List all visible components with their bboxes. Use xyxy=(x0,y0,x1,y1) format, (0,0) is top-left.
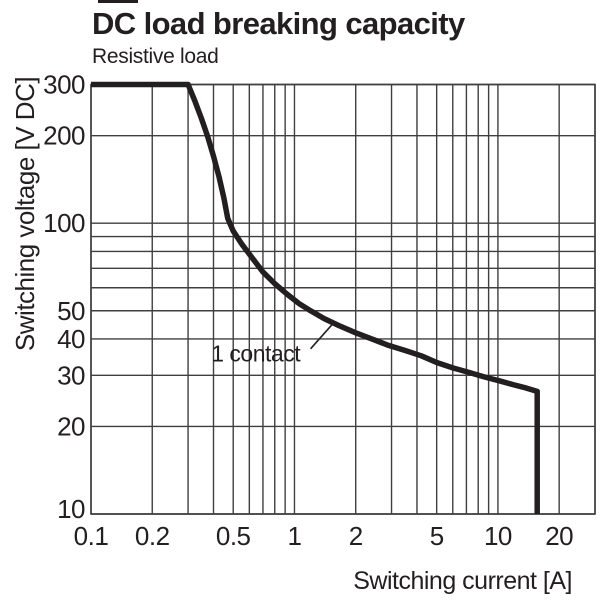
y-tick-label-10: 10 xyxy=(57,494,85,524)
x-axis-title: Switching current [A] xyxy=(353,567,572,595)
curve-1-contact xyxy=(91,81,540,514)
gridlines xyxy=(90,83,596,515)
y-tick-label-100: 100 xyxy=(43,208,85,238)
x-tick-labels: 0.1 0.2 0.5 1 2 5 10 20 xyxy=(74,521,574,551)
y-tick-label-50: 50 xyxy=(57,296,85,326)
x-tick-label-0.2: 0.2 xyxy=(135,521,170,551)
curve-annotation: 1 contact xyxy=(211,341,301,367)
y-tick-label-30: 30 xyxy=(57,360,85,390)
chart-subtitle: Resistive load xyxy=(92,45,219,68)
y-tick-label-300: 300 xyxy=(43,70,85,100)
y-axis-title: Switching voltage [V DC] xyxy=(10,77,40,351)
cropped-artifact-bar xyxy=(98,0,138,3)
x-tick-label-20: 20 xyxy=(545,521,573,551)
y-tick-label-40: 40 xyxy=(57,324,85,354)
x-tick-label-0.1: 0.1 xyxy=(74,521,109,551)
x-tick-label-10: 10 xyxy=(484,521,512,551)
x-tick-label-1: 1 xyxy=(287,521,301,551)
x-tick-label-2: 2 xyxy=(349,521,363,551)
y-tick-label-20: 20 xyxy=(57,411,85,441)
y-tick-label-200: 200 xyxy=(43,121,85,151)
x-tick-label-0.5: 0.5 xyxy=(216,521,251,551)
annotation-leader-line xyxy=(309,322,335,350)
chart-title: DC load breaking capacity xyxy=(92,6,465,41)
x-tick-label-5: 5 xyxy=(430,521,444,551)
plot-frame xyxy=(90,83,596,515)
